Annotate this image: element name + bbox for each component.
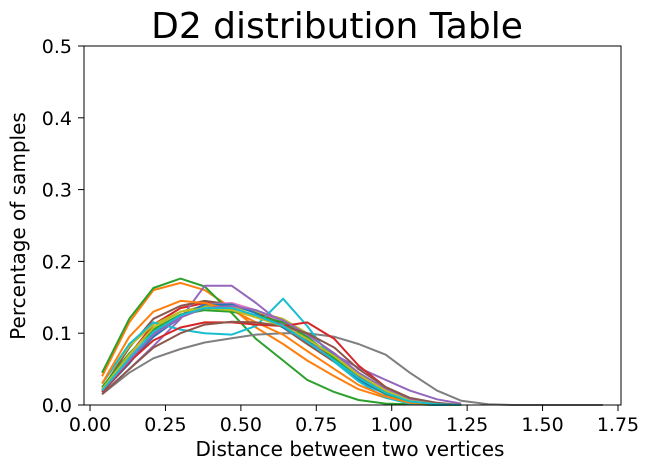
x-tick-label: 1.75 [597, 414, 639, 436]
x-tick-label: 1.00 [371, 414, 413, 436]
y-tick-label: 0.3 [42, 180, 72, 202]
x-axis: 0.00 0.25 0.50 0.75 1.00 1.25 1.50 1.75 [69, 405, 639, 436]
x-tick-label: 1.50 [521, 414, 563, 436]
series-line-12 [101, 299, 462, 406]
series-line-18 [101, 307, 462, 406]
y-tick-label: 0.4 [42, 108, 72, 130]
x-tick-label: 1.25 [446, 414, 488, 436]
series-line-15 [101, 304, 462, 406]
y-tick-label: 0.5 [42, 36, 72, 58]
x-tick-label: 0.25 [144, 414, 186, 436]
x-tick-label: 0.75 [295, 414, 337, 436]
y-tick-label: 0.1 [42, 323, 72, 345]
series-line-5 [101, 284, 462, 405]
y-axis: 0.0 0.1 0.2 0.3 0.4 0.5 [42, 36, 84, 417]
x-axis-label: Distance between two vertices [196, 437, 505, 461]
y-tick-label: 0.0 [42, 395, 72, 417]
series-layer [101, 277, 603, 406]
series-line-3 [101, 277, 462, 406]
x-tick-label: 0.00 [69, 414, 111, 436]
plot-frame [83, 45, 622, 406]
y-tick-label: 0.2 [42, 251, 72, 273]
x-tick-label: 0.50 [220, 414, 262, 436]
y-axis-label: Percentage of samples [6, 112, 30, 340]
chart-title: D2 distribution Table [151, 6, 523, 47]
